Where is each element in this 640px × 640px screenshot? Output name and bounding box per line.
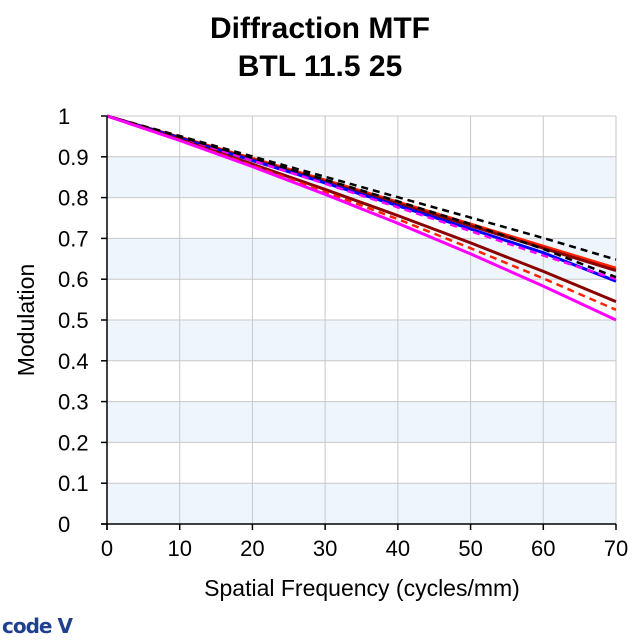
- chart-title-line-1: Diffraction MTF: [210, 12, 430, 45]
- x-axis-label: Spatial Frequency (cycles/mm): [204, 575, 520, 601]
- y-tick-label: 0.3: [58, 390, 89, 415]
- y-tick-label: 0.1: [58, 471, 89, 496]
- x-tick-label: 50: [458, 536, 482, 561]
- y-tick-label: 0.8: [58, 186, 89, 211]
- x-tick-labels: 0 10 20 30 40 50 60 70: [101, 536, 628, 561]
- axes: [101, 115, 617, 530]
- y-tick-label: 0.2: [58, 430, 89, 455]
- series-lines: [106, 114, 617, 322]
- y-tick-label: 0: [58, 512, 70, 537]
- plot-background-bands: [107, 116, 616, 524]
- y-tick-label: 0.6: [58, 267, 89, 292]
- plot-band: [107, 279, 616, 320]
- codev-logo: code V: [2, 614, 73, 638]
- plot-band: [107, 320, 616, 361]
- x-tick-label: 0: [101, 536, 113, 561]
- plot-band: [107, 360, 616, 402]
- series-line-6: [106, 114, 617, 279]
- plot-band: [107, 401, 616, 443]
- y-tick-labels: 0 0.1 0.2 0.3 0.4 0.5 0.6 0.7 0.8 0.9 1: [58, 104, 89, 537]
- x-tick-label: 30: [313, 536, 337, 561]
- x-tick-label: 70: [604, 536, 628, 561]
- x-tick-label: 20: [240, 536, 264, 561]
- gridlines: [106, 115, 617, 525]
- x-tick-label: 60: [531, 536, 555, 561]
- y-tick-label: 0.9: [58, 145, 89, 170]
- x-tick-label: 40: [386, 536, 410, 561]
- x-tick-label: 10: [167, 536, 191, 561]
- y-tick-label: 0.4: [58, 349, 89, 374]
- series-line-9: [106, 114, 617, 322]
- series-line-5: [106, 114, 617, 281]
- plot-band: [107, 483, 616, 524]
- y-tick-label: 0.7: [58, 226, 89, 251]
- y-tick-label: 0.5: [58, 308, 89, 333]
- plot-band: [107, 442, 616, 484]
- y-axis-label: Modulation: [13, 264, 39, 377]
- chart-title: Diffraction MTF BTL 11.5 25: [0, 10, 640, 86]
- plot-band: [107, 116, 616, 157]
- y-tick-label: 1: [58, 104, 70, 129]
- chart-title-line-2: BTL 11.5 25: [237, 50, 403, 83]
